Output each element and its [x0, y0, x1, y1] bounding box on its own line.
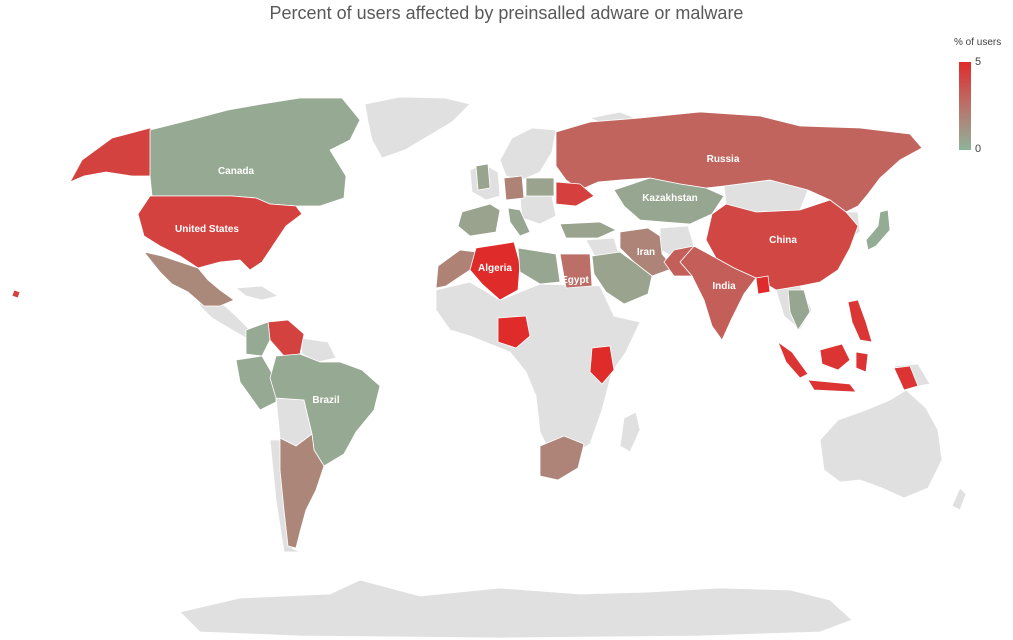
country-indonesia-borneo[interactable]	[819, 343, 851, 371]
country-mexico[interactable]	[142, 251, 235, 307]
label-brazil: Brazil	[312, 395, 339, 406]
country-hawaii[interactable]	[11, 289, 21, 299]
country-thailand[interactable]	[787, 289, 811, 331]
country-labels: Canada United States Brazil Russia Kazak…	[175, 154, 797, 406]
color-legend: % of users 5 0	[940, 36, 1010, 156]
region-guianas	[299, 337, 337, 363]
region-madagascar	[619, 411, 641, 453]
label-russia: Russia	[707, 154, 740, 165]
country-indonesia-sumatra[interactable]	[777, 340, 809, 379]
country-brazil[interactable]	[269, 353, 381, 467]
label-kazakhstan: Kazakhstan	[642, 193, 698, 204]
country-central-europe[interactable]	[525, 177, 555, 197]
country-saudi[interactable]	[591, 251, 653, 305]
legend-title: % of users	[954, 37, 1002, 48]
country-indonesia-java[interactable]	[807, 379, 857, 393]
data-countries	[11, 97, 923, 549]
region-balkans	[519, 195, 557, 225]
map-title: Percent of users affected by preinsalled…	[269, 3, 744, 23]
region-antarctica	[179, 579, 853, 639]
country-venezuela[interactable]	[267, 319, 305, 357]
country-japan[interactable]	[865, 209, 891, 251]
legend-max-label: 5	[975, 56, 982, 68]
legend-min-label: 0	[975, 143, 982, 155]
label-india: India	[712, 281, 736, 292]
country-europe-west[interactable]	[457, 203, 501, 237]
label-united-states: United States	[175, 224, 239, 235]
label-iran: Iran	[637, 247, 655, 258]
region-new-zealand	[951, 487, 967, 511]
label-canada: Canada	[218, 166, 255, 177]
country-turkey[interactable]	[559, 221, 617, 239]
country-nigeria[interactable]	[497, 315, 531, 349]
country-uk[interactable]	[475, 163, 491, 191]
country-colombia[interactable]	[245, 321, 271, 357]
region-caribbean	[234, 285, 280, 301]
country-tunisia-libya[interactable]	[517, 247, 561, 285]
country-egypt[interactable]	[559, 253, 593, 289]
label-egypt: Egypt	[561, 275, 589, 286]
country-italy[interactable]	[507, 207, 531, 237]
country-usa[interactable]	[137, 195, 303, 271]
country-kenya[interactable]	[589, 345, 615, 385]
country-algeria[interactable]	[469, 241, 521, 301]
region-greenland	[364, 96, 471, 159]
country-alaska[interactable]	[69, 127, 159, 183]
country-germany[interactable]	[503, 175, 525, 201]
region-australia	[819, 389, 943, 499]
country-peru[interactable]	[235, 355, 277, 411]
country-south-africa[interactable]	[539, 435, 585, 481]
label-algeria: Algeria	[478, 263, 512, 274]
legend-color-scale	[959, 62, 971, 150]
region-scandinavia	[499, 127, 557, 181]
country-philippines[interactable]	[847, 299, 873, 343]
country-indonesia-sulawesi[interactable]	[855, 351, 869, 373]
country-bangladesh[interactable]	[755, 275, 771, 295]
country-pakistan[interactable]	[663, 245, 696, 277]
country-canada[interactable]	[149, 97, 361, 207]
country-argentina[interactable]	[279, 433, 325, 549]
country-ukraine[interactable]	[555, 181, 595, 207]
label-china: China	[769, 235, 797, 246]
country-papua-indonesia[interactable]	[893, 365, 919, 391]
